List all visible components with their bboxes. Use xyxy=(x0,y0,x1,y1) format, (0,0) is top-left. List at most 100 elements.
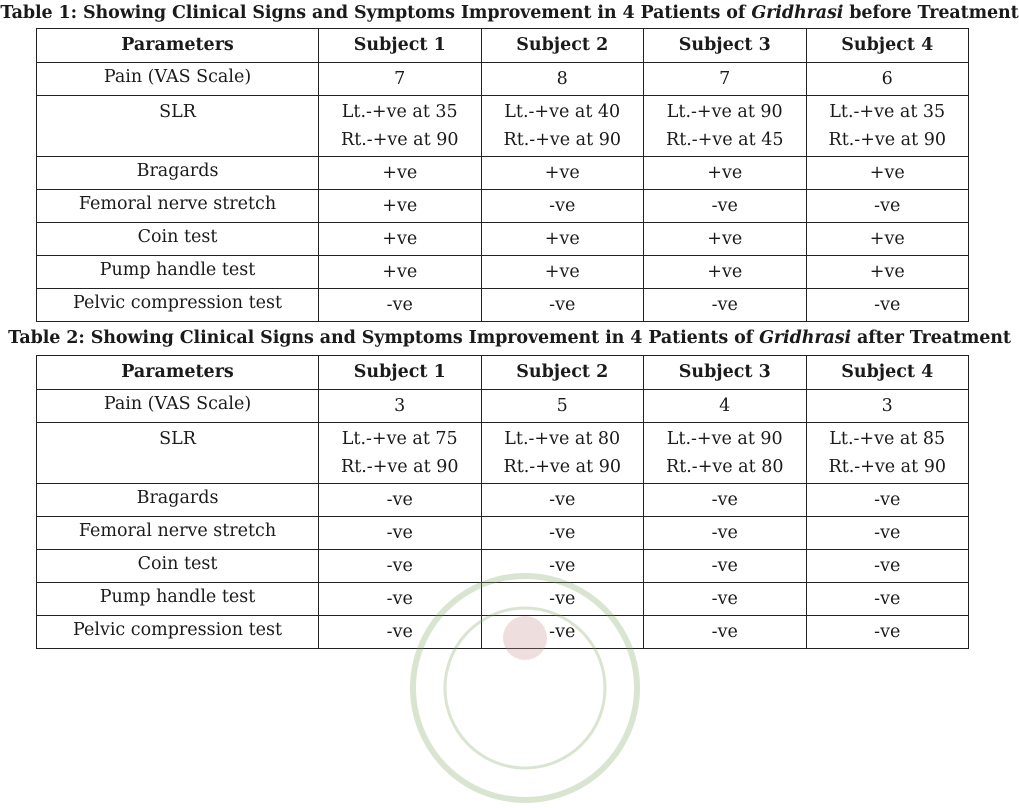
row-label: SLR xyxy=(36,422,319,484)
table-cell: -ve xyxy=(318,288,482,322)
table1-caption: Table 1: Showing Clinical Signs and Symp… xyxy=(0,3,1019,23)
table-row: Bragards +ve +ve +ve +ve xyxy=(36,156,969,190)
table-row: SLR Lt.-+ve at 35 Rt.-+ve at 90 Lt.-+ve at … xyxy=(36,95,969,157)
table-cell: Lt.-+ve at 75 Rt.-+ve at 90 xyxy=(318,422,482,484)
table-cell: +ve xyxy=(318,222,482,256)
table2-caption-prefix: Table 2: Showing Clinical Signs and Symp… xyxy=(8,328,760,348)
table-cell: -ve xyxy=(480,615,644,649)
table-cell: -ve xyxy=(480,582,644,616)
cell-line: Rt.-+ve at 90 xyxy=(503,457,621,477)
table-row: Pain (VAS Scale) 7 8 7 6 xyxy=(36,62,969,96)
table-cell: +ve xyxy=(805,156,969,190)
table-cell: +ve xyxy=(318,156,482,190)
cell-line: Rt.-+ve at 45 xyxy=(666,130,784,150)
table-cell: -ve xyxy=(643,582,807,616)
table-cell: +ve xyxy=(643,156,807,190)
table-cell: -ve xyxy=(805,288,969,322)
table2-body: Parameters Subject 1 Subject 2 Subject 3 Sub… xyxy=(36,355,969,649)
row-label: Bragards xyxy=(36,156,319,190)
row-label: Pain (VAS Scale) xyxy=(36,62,319,96)
row-label: Pelvic compression test xyxy=(36,288,319,322)
table2-caption-italic: Gridhrasi xyxy=(759,328,852,348)
table-cell: 3 xyxy=(805,389,969,423)
table-cell: 7 xyxy=(643,62,807,96)
column-header: Subject 2 xyxy=(480,28,644,63)
table2-caption: Table 2: Showing Clinical Signs and Symp… xyxy=(0,328,1019,348)
row-label: Pump handle test xyxy=(36,582,319,616)
table-cell: Lt.-+ve at 40 Rt.-+ve at 90 xyxy=(480,95,644,157)
table-row: Femoral nerve stretch -ve -ve -ve -ve xyxy=(36,516,969,550)
table-cell: 8 xyxy=(480,62,644,96)
table-cell: +ve xyxy=(480,255,644,289)
table-row: Coin test -ve -ve -ve -ve xyxy=(36,549,969,583)
table-cell: +ve xyxy=(643,255,807,289)
table-cell: 3 xyxy=(318,389,482,423)
table-cell: +ve xyxy=(318,255,482,289)
table-cell: +ve xyxy=(318,189,482,223)
table-row: Pump handle test -ve -ve -ve -ve xyxy=(36,582,969,616)
table-cell: -ve xyxy=(643,288,807,322)
column-header: Subject 1 xyxy=(318,355,482,390)
table1-caption-italic: Gridhrasi xyxy=(751,3,844,23)
table-row: Pain (VAS Scale) 3 5 4 3 xyxy=(36,389,969,423)
table-row: Pump handle test +ve +ve +ve +ve xyxy=(36,255,969,289)
table1-caption-suffix: before Treatment xyxy=(843,3,1019,23)
table-row: SLR Lt.-+ve at 75 Rt.-+ve at 90 Lt.-+ve at … xyxy=(36,422,969,484)
cell-line: Rt.-+ve at 90 xyxy=(828,457,946,477)
column-header: Subject 4 xyxy=(805,28,969,63)
table-cell: -ve xyxy=(318,549,482,583)
table-cell: -ve xyxy=(805,615,969,649)
row-label: Pain (VAS Scale) xyxy=(36,389,319,423)
table-cell: Lt.-+ve at 85 Rt.-+ve at 90 xyxy=(805,422,969,484)
table-cell: -ve xyxy=(643,483,807,517)
table-cell: 7 xyxy=(318,62,482,96)
table-row: Bragards -ve -ve -ve -ve xyxy=(36,483,969,517)
table-cell: Lt.-+ve at 80 Rt.-+ve at 90 xyxy=(480,422,644,484)
table-row: Pelvic compression test -ve -ve -ve -ve xyxy=(36,288,969,322)
column-header: Subject 3 xyxy=(643,355,807,390)
cell-line: Lt.-+ve at 90 xyxy=(666,428,783,449)
table-cell: +ve xyxy=(643,222,807,256)
table-cell: +ve xyxy=(805,255,969,289)
header-row: Parameters Subject 1 Subject 2 Subject 3 Sub… xyxy=(36,28,969,63)
table-cell: Lt.-+ve at 90 Rt.-+ve at 45 xyxy=(643,95,807,157)
column-header: Subject 3 xyxy=(643,28,807,63)
table-cell: 6 xyxy=(805,62,969,96)
column-header: Subject 4 xyxy=(805,355,969,390)
table-cell: Lt.-+ve at 35 Rt.-+ve at 90 xyxy=(805,95,969,157)
table-cell: +ve xyxy=(480,156,644,190)
cell-line: Rt.-+ve at 90 xyxy=(828,130,946,150)
table-row: Coin test +ve +ve +ve +ve xyxy=(36,222,969,256)
row-label: Pelvic compression test xyxy=(36,615,319,649)
table-cell: -ve xyxy=(318,582,482,616)
table-cell: -ve xyxy=(805,549,969,583)
cell-line: Lt.-+ve at 35 xyxy=(829,101,946,122)
table1: Parameters Subject 1 Subject 2 Subject 3 Sub… xyxy=(36,28,969,322)
table-cell: -ve xyxy=(643,189,807,223)
cell-line: Rt.-+ve at 90 xyxy=(341,130,459,150)
table-cell: -ve xyxy=(643,516,807,550)
table-row: Pelvic compression test -ve -ve -ve -ve xyxy=(36,615,969,649)
table-cell: -ve xyxy=(805,189,969,223)
header-row: Parameters Subject 1 Subject 2 Subject 3 Sub… xyxy=(36,355,969,390)
table-cell: -ve xyxy=(805,516,969,550)
row-label: SLR xyxy=(36,95,319,157)
row-label: Pump handle test xyxy=(36,255,319,289)
table-cell: -ve xyxy=(805,483,969,517)
cell-line: Rt.-+ve at 80 xyxy=(666,457,784,477)
table-cell: -ve xyxy=(318,483,482,517)
table-cell: -ve xyxy=(643,615,807,649)
row-label: Femoral nerve stretch xyxy=(36,189,319,223)
column-header: Subject 1 xyxy=(318,28,482,63)
table1-body: Parameters Subject 1 Subject 2 Subject 3 Sub… xyxy=(36,28,969,322)
cell-line: Lt.-+ve at 85 xyxy=(829,428,946,449)
row-label: Coin test xyxy=(36,549,319,583)
table-cell: -ve xyxy=(480,516,644,550)
cell-line: Rt.-+ve at 90 xyxy=(503,130,621,150)
table-cell: -ve xyxy=(643,549,807,583)
table-cell: 5 xyxy=(480,389,644,423)
row-label: Coin test xyxy=(36,222,319,256)
table-cell: Lt.-+ve at 90 Rt.-+ve at 80 xyxy=(643,422,807,484)
row-label: Femoral nerve stretch xyxy=(36,516,319,550)
table2-caption-suffix: after Treatment xyxy=(851,328,1011,348)
